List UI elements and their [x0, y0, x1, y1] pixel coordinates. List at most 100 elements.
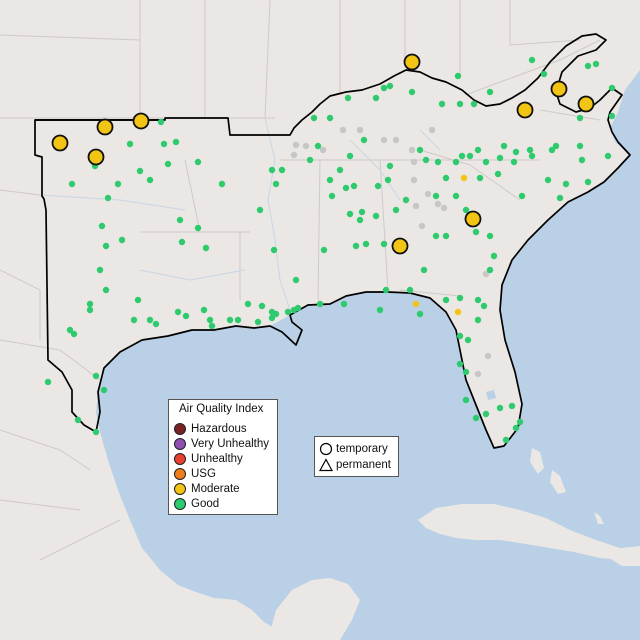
- monitor-dot[interactable]: [500, 142, 508, 150]
- monitor-dot[interactable]: [356, 126, 364, 134]
- monitor-dot[interactable]: [326, 114, 334, 122]
- monitor-dot[interactable]: [552, 142, 560, 150]
- monitor-dot[interactable]: [152, 320, 160, 328]
- monitor-dot[interactable]: [490, 252, 498, 260]
- monitor-dot[interactable]: [176, 216, 184, 224]
- monitor-dot[interactable]: [202, 244, 210, 252]
- monitor-dot[interactable]: [372, 212, 380, 220]
- monitor-dot[interactable]: [526, 146, 534, 154]
- monitor-dot[interactable]: [462, 206, 470, 214]
- monitor-dot[interactable]: [380, 84, 388, 92]
- monitor-dot[interactable]: [386, 82, 394, 90]
- monitor-dot[interactable]: [178, 238, 186, 246]
- monitor-dot[interactable]: [462, 368, 470, 376]
- monitor-dot[interactable]: [442, 296, 450, 304]
- moderate-temporary-marker[interactable]: [550, 80, 568, 98]
- monitor-dot[interactable]: [452, 158, 460, 166]
- monitor-dot[interactable]: [244, 300, 252, 308]
- monitor-dot[interactable]: [380, 240, 388, 248]
- monitor-dot[interactable]: [194, 224, 202, 232]
- monitor-dot[interactable]: [512, 424, 520, 432]
- moderate-temporary-marker[interactable]: [391, 237, 409, 255]
- monitor-dot[interactable]: [416, 310, 424, 318]
- monitor-dot[interactable]: [480, 302, 488, 310]
- monitor-dot[interactable]: [92, 428, 100, 436]
- monitor-dot[interactable]: [424, 190, 432, 198]
- monitor-dot[interactable]: [278, 166, 286, 174]
- monitor-dot[interactable]: [374, 182, 382, 190]
- monitor-dot[interactable]: [134, 296, 142, 304]
- monitor-dot[interactable]: [126, 140, 134, 148]
- monitor-dot[interactable]: [474, 370, 482, 378]
- monitor-dot[interactable]: [474, 316, 482, 324]
- moderate-temporary-marker[interactable]: [132, 112, 150, 130]
- monitor-dot[interactable]: [576, 114, 584, 122]
- monitor-dot[interactable]: [584, 62, 592, 70]
- monitor-dot[interactable]: [98, 222, 106, 230]
- monitor-dot[interactable]: [482, 270, 490, 278]
- monitor-dot[interactable]: [272, 310, 280, 318]
- monitor-dot[interactable]: [512, 148, 520, 156]
- monitor-dot[interactable]: [486, 232, 494, 240]
- monitor-dot[interactable]: [456, 332, 464, 340]
- monitor-dot[interactable]: [548, 146, 556, 154]
- monitor-dot[interactable]: [340, 300, 348, 308]
- monitor-dot[interactable]: [416, 146, 424, 154]
- monitor-dot[interactable]: [466, 152, 474, 160]
- monitor-dot[interactable]: [352, 242, 360, 250]
- monitor-dot[interactable]: [584, 178, 592, 186]
- monitor-dot[interactable]: [376, 306, 384, 314]
- monitor-dot[interactable]: [432, 192, 440, 200]
- monitor-dot[interactable]: [496, 154, 504, 162]
- monitor-dot[interactable]: [86, 300, 94, 308]
- moderate-temporary-marker[interactable]: [577, 95, 595, 113]
- monitor-dot[interactable]: [438, 100, 446, 108]
- monitor-dot[interactable]: [92, 372, 100, 380]
- monitor-dot[interactable]: [452, 192, 460, 200]
- monitor-dot[interactable]: [482, 158, 490, 166]
- monitor-dot[interactable]: [464, 336, 472, 344]
- monitor-dot[interactable]: [528, 152, 536, 160]
- monitor-dot[interactable]: [392, 206, 400, 214]
- monitor-dot[interactable]: [408, 146, 416, 154]
- monitor-dot[interactable]: [346, 210, 354, 218]
- monitor-dot[interactable]: [510, 158, 518, 166]
- monitor-dot[interactable]: [578, 156, 586, 164]
- monitor-dot[interactable]: [412, 300, 420, 308]
- monitor-dot[interactable]: [86, 306, 94, 314]
- monitor-dot[interactable]: [314, 142, 322, 150]
- monitor-dot[interactable]: [316, 300, 324, 308]
- monitor-dot[interactable]: [362, 240, 370, 248]
- monitor-dot[interactable]: [102, 286, 110, 294]
- monitor-dot[interactable]: [44, 378, 52, 386]
- monitor-dot[interactable]: [157, 118, 165, 126]
- monitor-dot[interactable]: [284, 308, 292, 316]
- monitor-dot[interactable]: [462, 396, 470, 404]
- monitor-dot[interactable]: [294, 304, 302, 312]
- monitor-dot[interactable]: [434, 158, 442, 166]
- monitor-dot[interactable]: [474, 296, 482, 304]
- monitor-dot[interactable]: [320, 246, 328, 254]
- monitor-dot[interactable]: [486, 266, 494, 274]
- moderate-temporary-marker[interactable]: [403, 53, 421, 71]
- monitor-dot[interactable]: [146, 176, 154, 184]
- moderate-temporary-marker[interactable]: [51, 134, 69, 152]
- monitor-dot[interactable]: [432, 232, 440, 240]
- monitor-dot[interactable]: [96, 266, 104, 274]
- monitor-dot[interactable]: [258, 302, 266, 310]
- monitor-dot[interactable]: [234, 316, 242, 324]
- monitor-dot[interactable]: [458, 152, 466, 160]
- monitor-dot[interactable]: [472, 414, 480, 422]
- monitor-dot[interactable]: [256, 206, 264, 214]
- monitor-dot[interactable]: [384, 176, 392, 184]
- monitor-dot[interactable]: [502, 436, 510, 444]
- monitor-dot[interactable]: [456, 100, 464, 108]
- monitor-dot[interactable]: [410, 158, 418, 166]
- monitor-dot[interactable]: [206, 316, 214, 324]
- monitor-dot[interactable]: [208, 322, 216, 330]
- monitor-dot[interactable]: [268, 166, 276, 174]
- moderate-temporary-marker[interactable]: [464, 210, 482, 228]
- monitor-dot[interactable]: [608, 84, 616, 92]
- monitor-dot[interactable]: [272, 180, 280, 188]
- monitor-dot[interactable]: [494, 170, 502, 178]
